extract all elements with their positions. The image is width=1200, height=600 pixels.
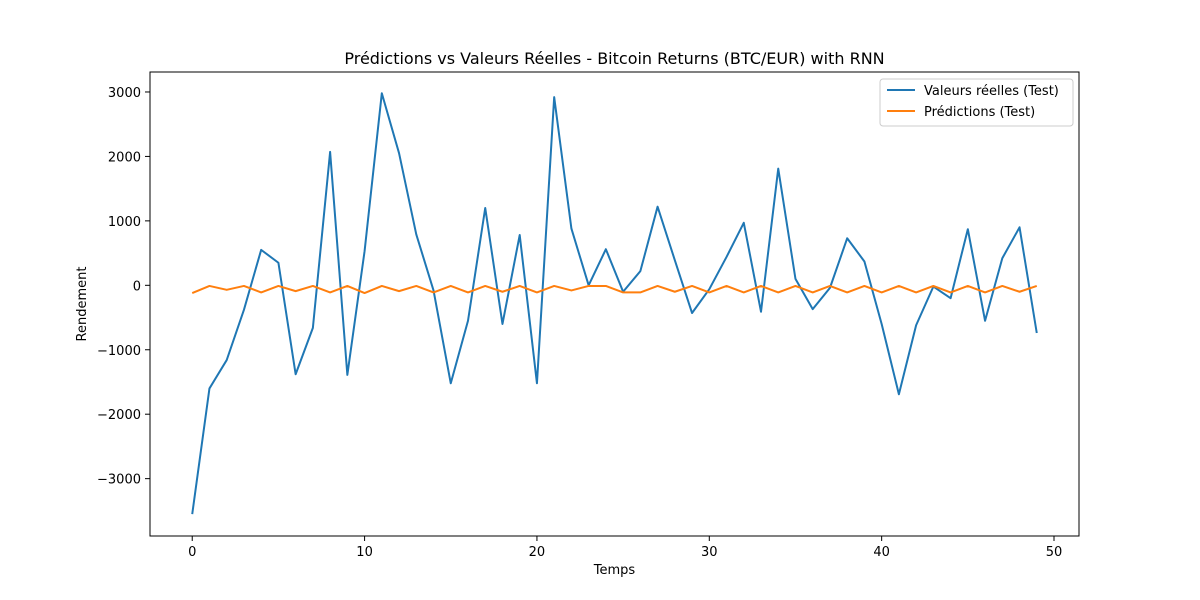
y-tick-label: −2000 bbox=[97, 408, 141, 423]
x-tick-label: 10 bbox=[356, 545, 373, 560]
y-tick-label: 1000 bbox=[108, 215, 141, 230]
series-line-1 bbox=[191, 284, 1038, 295]
y-tick-label: 2000 bbox=[108, 150, 141, 165]
y-tick-label: −1000 bbox=[97, 344, 141, 359]
chart-title: Prédictions vs Valeurs Réelles - Bitcoin… bbox=[344, 49, 884, 68]
legend-label-real: Valeurs réelles (Test) bbox=[924, 84, 1059, 99]
plot-lines bbox=[191, 92, 1038, 515]
x-tick-label: 50 bbox=[1046, 545, 1063, 560]
x-axis: 0 10 20 30 40 50 bbox=[188, 536, 1062, 560]
series-line-0 bbox=[191, 92, 1038, 515]
y-tick-label: 3000 bbox=[108, 86, 141, 101]
x-tick-label: 40 bbox=[873, 545, 890, 560]
y-axis: −3000 −2000 −1000 0 1000 2000 3000 bbox=[97, 86, 150, 488]
x-tick-label: 20 bbox=[529, 545, 546, 560]
x-axis-label: Temps bbox=[593, 563, 636, 578]
x-tick-label: 0 bbox=[188, 545, 196, 560]
legend-label-predictions: Prédictions (Test) bbox=[924, 105, 1035, 120]
plot-frame bbox=[149, 71, 1080, 537]
y-tick-label: −3000 bbox=[97, 473, 141, 488]
y-axis-label: Rendement bbox=[75, 267, 90, 342]
legend-box bbox=[879, 78, 1074, 127]
legend: Valeurs réelles (Test) Prédictions (Test… bbox=[879, 78, 1074, 127]
x-tick-label: 30 bbox=[701, 545, 718, 560]
y-tick-label: 0 bbox=[133, 279, 141, 294]
